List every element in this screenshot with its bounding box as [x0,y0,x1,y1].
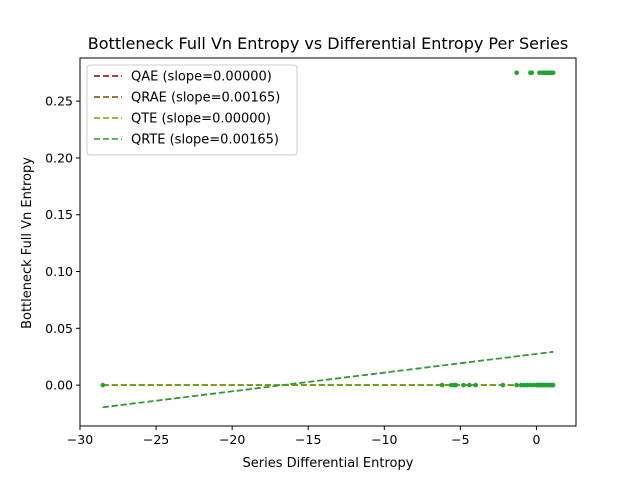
data-point-qrte [439,382,445,388]
y-tick-label: 0.20 [45,150,73,165]
trend-line-qrte [102,351,554,409]
data-point-qrte [550,70,556,76]
data-point-qrte [550,382,556,388]
data-point-qrte [467,382,472,388]
axes-frame [79,57,577,427]
y-tick-label: 0.10 [45,264,73,279]
data-point-qrte [500,382,506,388]
legend-box [86,64,298,156]
legend-label: QAE (slope=0.00000) [131,70,272,85]
data-point-qrte [514,70,519,76]
plot-area [100,70,556,409]
legend-label: QRTE (slope=0.00165) [131,133,279,148]
y-axis-title: Bottleneck Full Vn Entropy [20,157,35,329]
legend: QAE (slope=0.00000) QRAE (slope=0.00165) Q… [86,64,298,156]
data-point-qrte [514,382,519,388]
y-tick-label: 0.05 [45,321,73,336]
x-tick-label: 0 [532,432,540,447]
x-tick-label: −25 [143,432,169,447]
x-axis-title: Series Differential Entropy [243,456,414,471]
legend-label: QRAE (slope=0.00165) [131,91,280,106]
data-point-qrte [473,382,478,388]
axes: −30 −25 −20 −15 −10 −5 0 0.00 0.05 0.10 0.15 0.20 0.… [45,57,577,447]
y-tick-label: 0.25 [45,94,73,109]
x-tick-label: −20 [219,432,245,447]
y-tick-label: 0.15 [45,207,73,222]
x-tick-label: −30 [67,432,93,447]
x-tick-label: −10 [371,432,397,447]
data-point-qrte [100,382,106,388]
chart-title: Bottleneck Full Vn Entropy vs Differenti… [88,34,568,53]
data-point-qrte [453,382,459,388]
y-tick-label: 0.00 [45,378,73,393]
data-point-qrte [529,70,535,76]
legend-label: QTE (slope=0.00000) [131,112,271,127]
data-point-qrte [461,382,466,388]
x-tick-label: −15 [295,432,321,447]
x-tick-label: −5 [451,432,469,447]
